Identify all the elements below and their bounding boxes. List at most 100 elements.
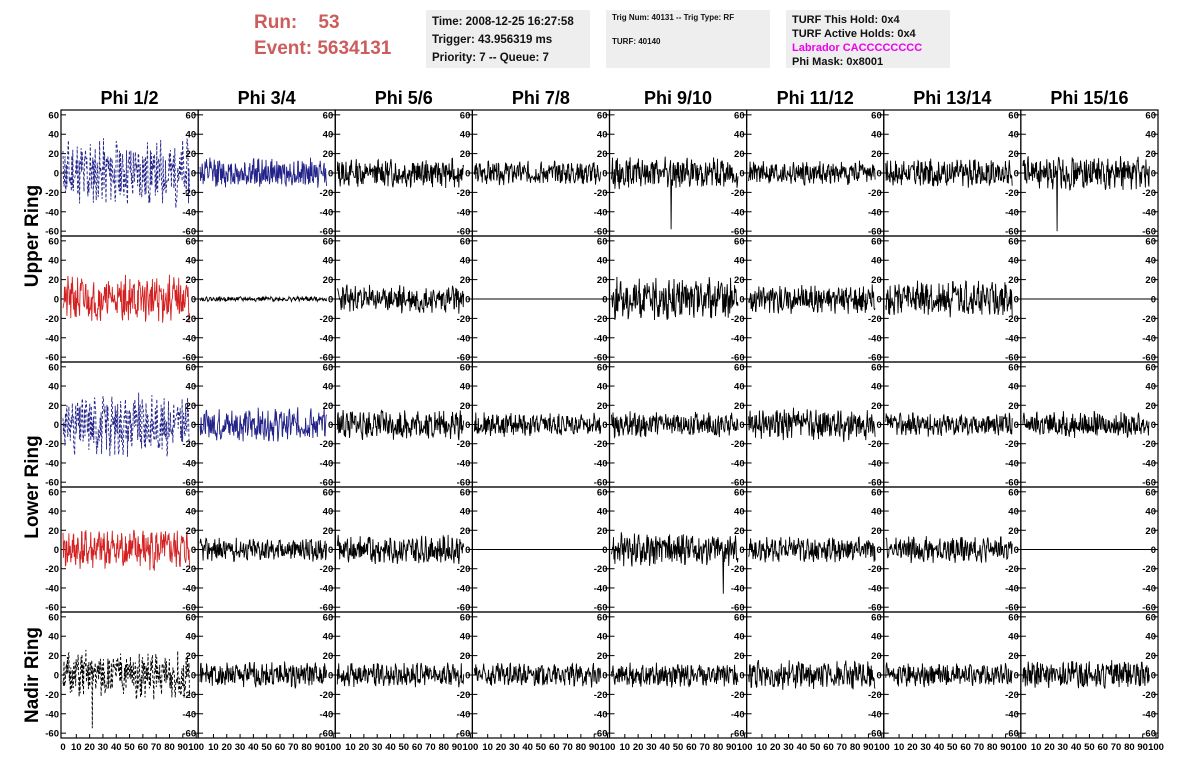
waveform-trace-r1-c4: [473, 160, 602, 186]
xtick-label: 10: [1031, 742, 1042, 753]
ytick-label: 60: [734, 487, 745, 498]
ytick-label: -20: [45, 188, 59, 199]
xtick-label: 20: [770, 742, 781, 753]
ytick-label: 20: [1008, 401, 1019, 412]
ytick-label: 0: [191, 545, 196, 556]
ytick-label: -20: [320, 564, 334, 575]
ytick-label: 60: [1008, 110, 1019, 121]
turf-info-box: TURF This Hold: 0x4 TURF Active Holds: 0…: [786, 10, 950, 68]
ytick-label: 20: [48, 651, 59, 662]
xtick-label: 70: [425, 742, 436, 753]
xtick-label: 60: [138, 742, 149, 753]
ytick-label: 40: [1008, 632, 1019, 643]
ytick-label: 40: [597, 130, 608, 141]
ytick-label: 0: [876, 420, 881, 431]
ytick-label: -40: [594, 709, 608, 720]
ytick-label: 60: [460, 110, 471, 121]
ytick-label: -60: [594, 227, 608, 238]
xtick-label: 80: [301, 742, 312, 753]
ytick-label: -60: [731, 478, 745, 489]
ytick-label: -20: [731, 188, 745, 199]
xtick-label: 50: [261, 742, 272, 753]
ytick-label: -40: [594, 207, 608, 218]
ytick-label: 0: [191, 671, 196, 682]
ytick-label: -40: [320, 333, 334, 344]
xtick-label: 40: [797, 742, 808, 753]
waveform-trace-r4-c5: [611, 532, 739, 594]
ytick-label: 20: [1145, 149, 1156, 160]
ytick-label: 60: [1008, 236, 1019, 247]
ytick-label: 0: [1014, 420, 1019, 431]
ytick-label: -40: [182, 458, 196, 469]
ytick-label: -20: [457, 439, 471, 450]
ytick-label: -40: [594, 458, 608, 469]
ytick-label: 0: [602, 671, 607, 682]
ytick-label: 60: [460, 236, 471, 247]
ytick-label: 40: [1145, 632, 1156, 643]
xtick-label: 90: [315, 742, 326, 753]
ytick-label: 0: [465, 420, 470, 431]
run-value: 53: [318, 12, 340, 33]
column-header-6: Phi 11/12: [777, 88, 854, 108]
xtick-label: 100: [737, 742, 753, 753]
ytick-label: -20: [1005, 690, 1019, 701]
xtick-label: 10: [71, 742, 82, 753]
xtick-label: 80: [164, 742, 175, 753]
xtick-label: 70: [288, 742, 299, 753]
ytick-label: 40: [871, 382, 882, 393]
ytick-label: 60: [1008, 362, 1019, 373]
ytick-label: -40: [182, 207, 196, 218]
ytick-label: 40: [1008, 382, 1019, 393]
ytick-label: -40: [1142, 709, 1156, 720]
xtick-label: 80: [713, 742, 724, 753]
ytick-label: 20: [186, 149, 197, 160]
ytick-label: -20: [320, 439, 334, 450]
ytick-label: 20: [460, 526, 471, 537]
ytick-label: 40: [597, 632, 608, 643]
ytick-label: 0: [54, 169, 59, 180]
ytick-label: 0: [465, 545, 470, 556]
ytick-label: -40: [457, 207, 471, 218]
ytick-label: 0: [465, 169, 470, 180]
ytick-label: 0: [1014, 295, 1019, 306]
ytick-label: 20: [871, 401, 882, 412]
ytick-label: -60: [182, 227, 196, 238]
ytick-label: -40: [457, 583, 471, 594]
ytick-label: -60: [457, 729, 471, 740]
run-row: Run: 53: [254, 10, 391, 36]
ytick-label: -40: [45, 458, 59, 469]
ytick-label: -60: [320, 478, 334, 489]
ytick-label: 40: [323, 130, 334, 141]
ytick-label: 60: [871, 236, 882, 247]
ytick-label: -20: [1005, 188, 1019, 199]
ytick-label: -20: [182, 314, 196, 325]
ytick-label: 40: [871, 130, 882, 141]
waveform-trace-r5-c8: [1022, 660, 1150, 689]
ytick-label: -60: [868, 729, 882, 740]
ytick-label: 40: [871, 507, 882, 518]
xtick-label: 40: [111, 742, 122, 753]
ytick-label: -60: [320, 353, 334, 364]
waveform-trace-r3-c5: [611, 411, 739, 440]
ytick-label: -20: [594, 188, 608, 199]
ytick-label: 40: [186, 382, 197, 393]
ytick-label: 60: [1008, 487, 1019, 498]
ytick-label: 20: [871, 149, 882, 160]
ytick-label: 0: [54, 295, 59, 306]
ytick-label: 20: [1008, 149, 1019, 160]
ytick-label: 20: [323, 651, 334, 662]
ytick-label: 40: [186, 507, 197, 518]
ytick-label: 40: [186, 256, 197, 267]
ytick-label: 60: [1145, 487, 1156, 498]
ytick-label: 60: [186, 612, 197, 623]
waveform-trace-r1-c8: [1022, 156, 1150, 232]
ytick-label: 0: [739, 295, 744, 306]
ring-label-lower-ring: Lower Ring: [22, 435, 43, 538]
ytick-label: 40: [460, 382, 471, 393]
ytick-label: 40: [460, 507, 471, 518]
ytick-label: -40: [457, 458, 471, 469]
ytick-label: -20: [731, 314, 745, 325]
ytick-label: -20: [45, 690, 59, 701]
ytick-label: -60: [320, 603, 334, 614]
ytick-label: -40: [594, 583, 608, 594]
